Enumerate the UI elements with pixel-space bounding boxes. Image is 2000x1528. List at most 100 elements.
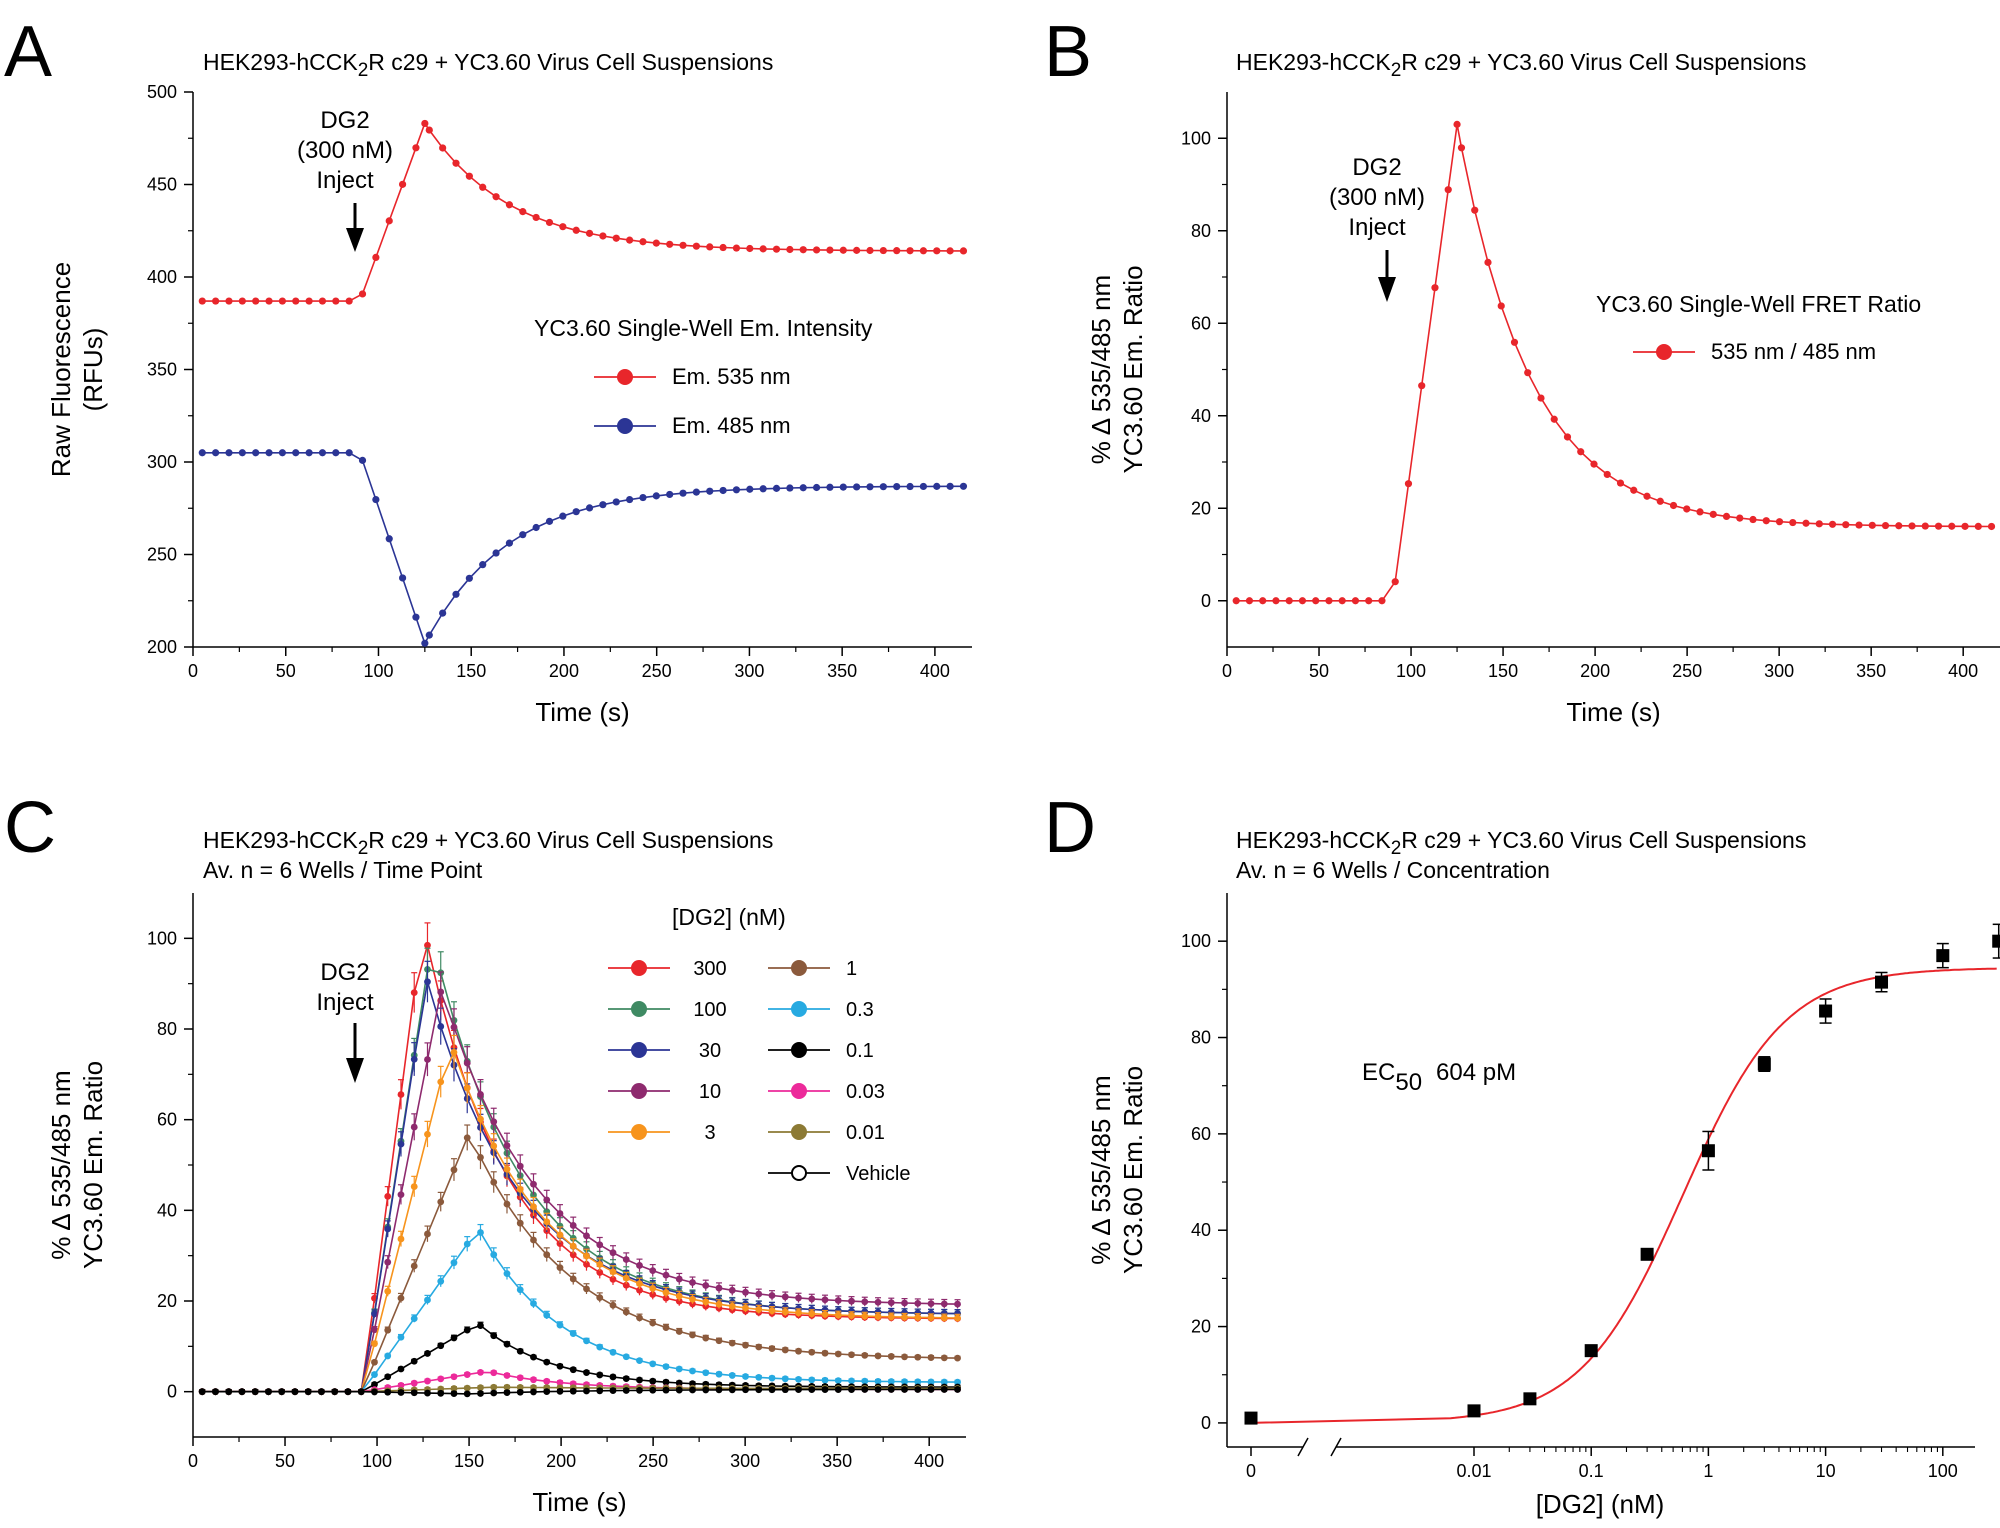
panel-c-series-0p1-point xyxy=(371,1381,378,1388)
panel-c-series-1-point xyxy=(424,1230,431,1238)
panel-c-series-3-point xyxy=(371,1340,378,1348)
panel-c-series-1-point xyxy=(596,1294,604,1301)
panel-a-series-485-point xyxy=(519,531,527,539)
panel-c-series-vehicle-point xyxy=(649,1386,657,1394)
panel-a-series-485-point xyxy=(639,493,647,502)
panel-c-series-0p3-point xyxy=(503,1270,511,1278)
arrow-down-icon xyxy=(1378,277,1396,302)
panel-c-x-tick-label: 300 xyxy=(730,1451,760,1471)
panel-c-y-axis-label: YC3.60 Em. Ratio xyxy=(78,1061,108,1269)
panel-c-series-3-point xyxy=(728,1302,736,1310)
panel-c-series-3-point xyxy=(410,1183,418,1190)
panel-a-series-535-point xyxy=(421,119,429,128)
panel-a-series-535-point xyxy=(532,213,540,222)
panel-c-series-vehicle-point xyxy=(384,1388,392,1396)
panel-c-series-10-point xyxy=(689,1279,696,1286)
panel-c-series-vehicle-point xyxy=(940,1386,948,1393)
panel-b-series-point xyxy=(1842,521,1850,529)
panel-c-series-vehicle-point xyxy=(410,1389,418,1397)
panel-a-series-535-point xyxy=(278,297,286,305)
panel-c-series-1-point xyxy=(569,1275,577,1283)
panel-c-series-10-point xyxy=(927,1300,935,1308)
panel-b-series-point xyxy=(1453,120,1461,128)
panel-c-series-1-point xyxy=(437,1198,445,1206)
panel-a-x-tick-label: 300 xyxy=(734,661,764,681)
panel-c-series-vehicle-point xyxy=(516,1388,524,1396)
panel-b-legend-marker xyxy=(1656,344,1672,360)
panel-c-series-1-point xyxy=(384,1326,392,1334)
panel-c-series-0p3-point xyxy=(424,1296,431,1304)
panel-c-y-tick-label: 0 xyxy=(167,1382,177,1402)
panel-letter-c: C xyxy=(4,788,56,868)
panel-c-legend-title: [DG2] (nM) xyxy=(672,904,786,930)
panel-c-series-1-point xyxy=(848,1351,855,1359)
panel-a-series-535-point xyxy=(345,297,353,305)
panel-c-series-vehicle-point xyxy=(304,1388,312,1396)
panel-c-series-0p3-point xyxy=(702,1369,710,1377)
panel-c-series-1-point xyxy=(689,1331,696,1339)
panel-c-series-vehicle-point xyxy=(278,1388,286,1396)
panel-b-series-point xyxy=(1722,512,1731,520)
panel-c-series-vehicle-point xyxy=(609,1387,617,1395)
panel-c-series-0p3-point xyxy=(940,1378,948,1386)
panel-c-series-10-point xyxy=(516,1162,524,1170)
panel-a-series-535-point xyxy=(746,244,754,253)
panel-b-series-point xyxy=(1365,597,1373,605)
panel-a-series-485-point xyxy=(759,485,767,493)
panel-c-legend-label: 0.03 xyxy=(846,1081,885,1103)
panel-a-series-535-point xyxy=(225,297,233,305)
panel-c-series-1-point xyxy=(927,1354,935,1361)
panel-c-series-300-point xyxy=(609,1275,617,1283)
panel-c-legend-marker xyxy=(791,1001,807,1017)
panel-a-series-485-point xyxy=(612,498,620,506)
panel-a-x-tick-label: 350 xyxy=(827,661,857,681)
svg-text:Inject: Inject xyxy=(316,167,374,194)
panel-a-y-tick-label: 450 xyxy=(147,175,177,195)
panel-c-series-0p1-point xyxy=(675,1379,683,1387)
panel-a-series-485-point xyxy=(853,483,861,491)
panel-d-x-axis-label: [DG2] (nM) xyxy=(1536,1489,1665,1519)
panel-d-title: HEK293-hCCK2R c29 + YC3.60 Virus Cell Su… xyxy=(1236,827,1806,859)
panel-c-series-10-point xyxy=(371,1326,378,1334)
panel-c-series-10-point xyxy=(728,1286,736,1294)
panel-c-legend-marker xyxy=(631,1124,647,1140)
panel-c-series-vehicle-point xyxy=(795,1386,802,1394)
panel-c-series-10-point xyxy=(503,1142,511,1149)
panel-a-series-485-point xyxy=(532,523,540,532)
panel-c-series-0p3-point xyxy=(848,1377,855,1385)
panel-c-series-3-point xyxy=(715,1300,723,1308)
panel-c-series-vehicle-point xyxy=(291,1388,299,1396)
panel-c-series-3-point xyxy=(940,1314,948,1322)
svg-text:(300 nM): (300 nM) xyxy=(1329,184,1425,211)
panel-c-series-3-point xyxy=(901,1313,908,1321)
panel-b-y-axis-label: % Δ 535/485 nm xyxy=(1086,275,1116,464)
panel-b-series-point xyxy=(1537,394,1545,402)
panel-b-x-tick-label: 350 xyxy=(1856,661,1886,681)
panel-c-series-vehicle-point xyxy=(437,1389,445,1397)
panel-c-y-tick-label: 20 xyxy=(157,1291,177,1311)
panel-c-series-0p1-point xyxy=(503,1340,511,1348)
panel-b-series-point xyxy=(1630,486,1638,494)
panel-c-series-10-point xyxy=(583,1232,590,1240)
panel-b-series-point xyxy=(1298,597,1307,605)
arrow-down-icon xyxy=(346,1058,364,1083)
panel-b-y-tick-label: 40 xyxy=(1191,406,1211,426)
panel-a-series-535-point xyxy=(412,144,420,152)
panel-c-series-0p1-point xyxy=(477,1322,484,1329)
panel-b-x-tick-label: 400 xyxy=(1948,661,1978,681)
panel-a-series-535-point xyxy=(666,240,674,248)
panel-c-series-0p3-point xyxy=(397,1333,405,1341)
panel-c-series-0p3-point xyxy=(569,1330,577,1338)
panel-b-series-point xyxy=(1921,522,1929,530)
panel-a-x-tick-label: 0 xyxy=(188,661,198,681)
panel-c-series-0p03-point xyxy=(437,1375,445,1383)
panel-c-series-3-point xyxy=(662,1289,670,1296)
panel-c-series-3-point xyxy=(781,1308,789,1316)
panel-c-series-10-point xyxy=(715,1284,723,1292)
panel-a-series-485-point xyxy=(412,613,420,621)
panel-d-y-tick-label: 60 xyxy=(1191,1124,1211,1144)
panel-a-series-535-point xyxy=(839,246,847,254)
panel-c-series-10-point xyxy=(609,1249,617,1257)
panel-d-x-tick-label: 0.1 xyxy=(1579,1461,1604,1481)
panel-c-series-vehicle-point xyxy=(954,1386,961,1393)
